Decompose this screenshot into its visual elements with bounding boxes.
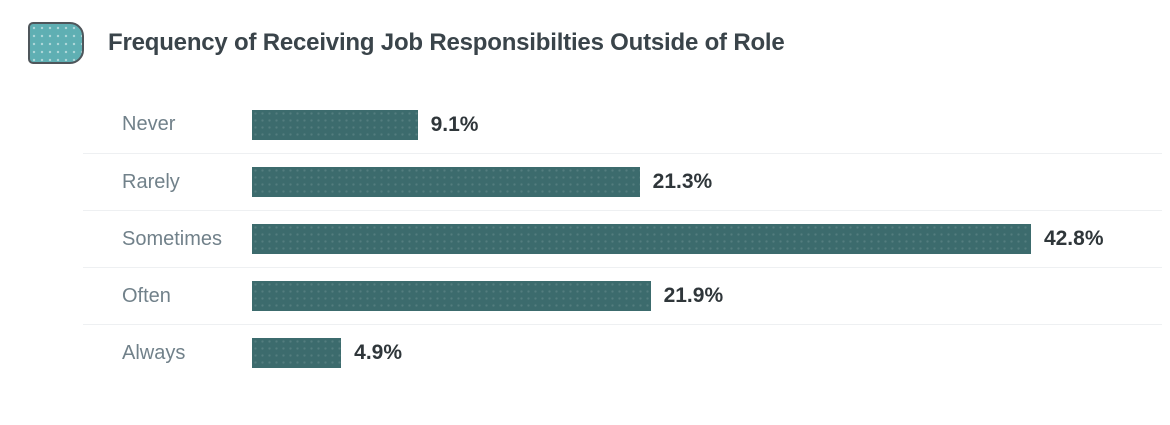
chart-header: Frequency of Receiving Job Responsibilti… [0,22,785,64]
legend-swatch-icon [28,22,84,64]
value-label: 21.9% [663,284,724,307]
bar-track: 9.1% [252,109,1162,140]
bar-track: 21.9% [252,281,1162,311]
bar [252,109,418,140]
category-label: Never [122,113,176,135]
value-label: 21.3% [652,170,713,193]
chart-title: Frequency of Receiving Job Responsibilti… [108,29,785,56]
value-label: 42.8% [1043,227,1104,250]
bar-row: Often 21.9% [83,267,1162,324]
bar-row: Rarely 21.3% [83,153,1162,210]
bar-chart: Never 9.1% Rarely 21.3% Sometimes 42.8% Often 2… [83,96,1162,381]
bar-track: 42.8% [252,224,1162,254]
bar-row: Never 9.1% [83,96,1162,153]
value-label: 4.9% [354,341,403,364]
bar [252,281,651,311]
bar [252,338,342,368]
bar [252,167,640,197]
category-label: Often [122,284,171,307]
bar-track: 21.3% [252,167,1162,197]
value-label: 9.1% [430,112,479,136]
bar-track: 4.9% [252,338,1162,368]
bar-row: Sometimes 42.8% [83,210,1162,267]
category-label: Rarely [122,170,180,193]
bar-row: Always 4.9% [83,324,1162,381]
category-label: Sometimes [122,227,223,250]
category-label: Always [122,341,186,364]
bar [252,224,1031,254]
